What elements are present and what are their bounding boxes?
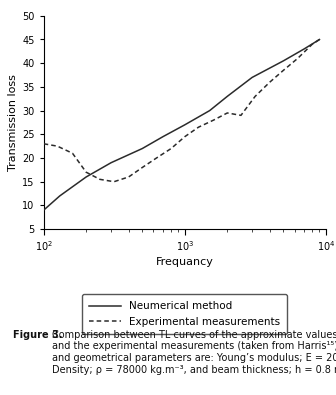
Y-axis label: Transmission loss: Transmission loss — [8, 74, 18, 171]
Legend: Neumerical method, Experimental measurements: Neumerical method, Experimental measurem… — [82, 294, 287, 334]
Text: Figure 3.: Figure 3. — [13, 330, 63, 340]
Text: Comparison between TL curves of the approximate values
and the experimental meas: Comparison between TL curves of the appr… — [52, 330, 336, 374]
X-axis label: Frequancy: Frequancy — [156, 258, 214, 267]
